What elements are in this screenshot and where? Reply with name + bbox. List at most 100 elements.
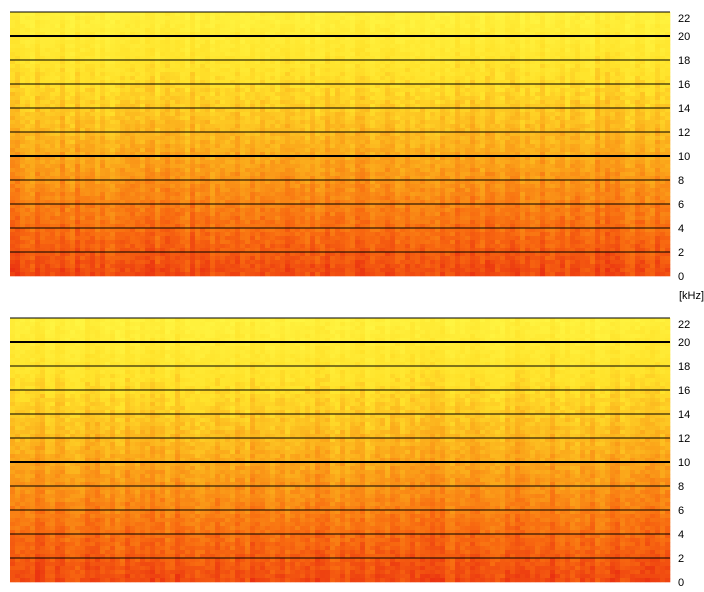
- heatmap-cell: [415, 24, 421, 29]
- heatmap-cell: [65, 124, 71, 129]
- heatmap-cell: [75, 28, 81, 33]
- heatmap-cell: [270, 40, 276, 45]
- heatmap-cell: [455, 104, 461, 109]
- heatmap-cell: [615, 144, 621, 149]
- heatmap-cell: [295, 36, 301, 41]
- heatmap-cell: [410, 36, 416, 41]
- heatmap-cell: [570, 88, 576, 93]
- heatmap-cell: [335, 160, 341, 165]
- heatmap-cell: [650, 16, 656, 21]
- heatmap-cell: [645, 64, 651, 69]
- heatmap-cell: [90, 52, 96, 57]
- heatmap-cell: [245, 20, 251, 25]
- heatmap-cell: [115, 36, 121, 41]
- heatmap-cell: [505, 132, 511, 137]
- heatmap-cell: [385, 144, 391, 149]
- heatmap-cell: [165, 44, 171, 49]
- heatmap-cell: [430, 160, 436, 165]
- heatmap-cell: [580, 124, 586, 129]
- heatmap-cell: [40, 36, 46, 41]
- heatmap-cell: [145, 36, 151, 41]
- heatmap-cell: [160, 156, 166, 161]
- heatmap-cell: [380, 120, 386, 125]
- heatmap-cell: [265, 48, 271, 53]
- heatmap-cell: [570, 128, 576, 133]
- heatmap-cell: [230, 100, 236, 105]
- heatmap-cell: [185, 52, 191, 57]
- heatmap-cell: [125, 132, 131, 137]
- heatmap-cell: [480, 100, 486, 105]
- heatmap-cell: [145, 88, 151, 93]
- heatmap-cell: [205, 52, 211, 57]
- heatmap-cell: [125, 92, 131, 97]
- heatmap-cell: [665, 88, 671, 93]
- heatmap-cell: [20, 124, 26, 129]
- heatmap-cell: [515, 20, 521, 25]
- heatmap-cell: [560, 60, 566, 65]
- heatmap-cell: [655, 88, 661, 93]
- heatmap-cell: [235, 100, 241, 105]
- heatmap-cell: [565, 48, 571, 53]
- heatmap-cell: [200, 64, 206, 69]
- heatmap-cell: [390, 124, 396, 129]
- heatmap-cell: [230, 96, 236, 101]
- heatmap-cell: [115, 52, 121, 57]
- heatmap-cell: [275, 148, 281, 153]
- heatmap-cell: [380, 152, 386, 157]
- heatmap-cell: [295, 124, 301, 129]
- heatmap-cell: [45, 76, 51, 81]
- heatmap-cell: [130, 68, 136, 73]
- heatmap-cell: [255, 120, 261, 125]
- heatmap-cell: [445, 100, 451, 105]
- heatmap-cell: [530, 32, 536, 37]
- heatmap-cell: [550, 64, 556, 69]
- heatmap-cell: [80, 104, 86, 109]
- heatmap-cell: [320, 156, 326, 161]
- heatmap-cell: [475, 68, 481, 73]
- heatmap-cell: [285, 104, 291, 109]
- heatmap-cell: [20, 160, 26, 165]
- heatmap-cell: [250, 136, 256, 141]
- heatmap-cell: [620, 72, 626, 77]
- heatmap-cell: [125, 152, 131, 157]
- heatmap-cell: [330, 92, 336, 97]
- heatmap-cell: [305, 48, 311, 53]
- heatmap-cell: [650, 60, 656, 65]
- heatmap-cell: [70, 148, 76, 153]
- heatmap-cell: [300, 36, 306, 41]
- heatmap-cell: [175, 140, 181, 145]
- heatmap-cell: [270, 136, 276, 141]
- heatmap-cell: [125, 124, 131, 129]
- heatmap-cell: [85, 76, 91, 81]
- heatmap-cell: [660, 84, 666, 89]
- heatmap-cell: [425, 156, 431, 161]
- heatmap-cell: [185, 44, 191, 49]
- heatmap-cell: [505, 116, 511, 121]
- heatmap-cell: [495, 96, 501, 101]
- heatmap-cell: [500, 128, 506, 133]
- heatmap-cell: [530, 156, 536, 161]
- heatmap-cell: [455, 120, 461, 125]
- heatmap-cell: [585, 128, 591, 133]
- heatmap-cell: [520, 160, 526, 165]
- heatmap-cell: [80, 100, 86, 105]
- heatmap-cell: [565, 152, 571, 157]
- heatmap-cell: [625, 136, 631, 141]
- heatmap-cell: [35, 48, 41, 53]
- heatmap-cell: [240, 48, 246, 53]
- heatmap-cell: [305, 36, 311, 41]
- heatmap-cell: [325, 40, 331, 45]
- heatmap-cell: [265, 92, 271, 97]
- heatmap-cell: [355, 144, 361, 149]
- heatmap-cell: [595, 20, 601, 25]
- heatmap-cell: [535, 152, 541, 157]
- heatmap-cell: [175, 20, 181, 25]
- heatmap-cell: [15, 68, 21, 73]
- heatmap-cell: [460, 12, 466, 17]
- heatmap-cell: [650, 116, 656, 121]
- heatmap-cell: [30, 80, 36, 85]
- heatmap-cell: [500, 76, 506, 81]
- heatmap-cell: [660, 72, 666, 77]
- heatmap-cell: [215, 36, 221, 41]
- heatmap-cell: [605, 96, 611, 101]
